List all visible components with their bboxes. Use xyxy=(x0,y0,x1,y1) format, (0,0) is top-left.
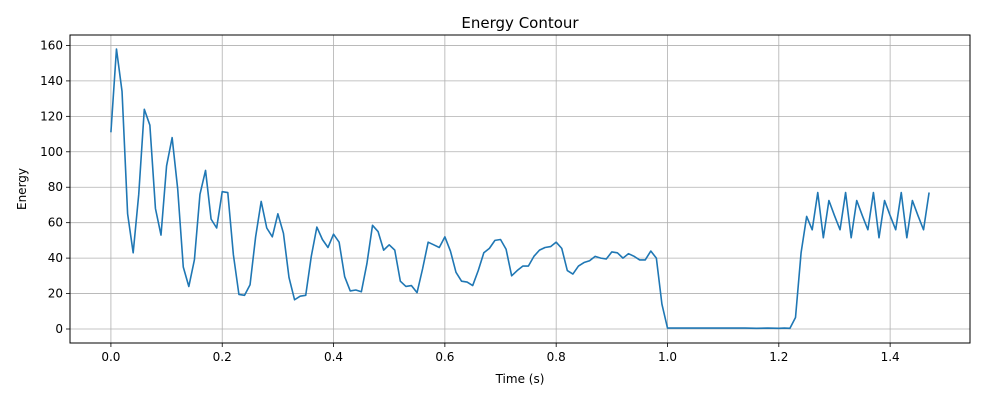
x-tick-label: 0.6 xyxy=(435,350,454,364)
y-tick-label: 40 xyxy=(48,251,63,265)
series-line-0 xyxy=(110,48,930,330)
x-tick-label: 0.4 xyxy=(324,350,343,364)
x-tick-label: 0.0 xyxy=(101,350,120,364)
axes-frame xyxy=(69,34,971,344)
x-tick-label: 1.4 xyxy=(881,350,900,364)
x-axis-ticks: 0.0 0.2 0.4 0.6 0.8 1.0 1.2 1.4 xyxy=(101,343,900,364)
y-tick-label: 160 xyxy=(40,38,63,52)
x-tick-label: 0.2 xyxy=(213,350,232,364)
plot-area xyxy=(110,48,930,330)
y-axis-ticks: 0 20 40 60 80 100 120 140 160 xyxy=(40,38,70,336)
x-axis-label: Time (s) xyxy=(495,372,545,386)
y-tick-label: 100 xyxy=(40,145,63,159)
y-tick-label: 140 xyxy=(40,74,63,88)
x-tick-label: 1.2 xyxy=(769,350,788,364)
y-tick-label: 0 xyxy=(55,322,63,336)
y-tick-label: 80 xyxy=(48,180,63,194)
y-tick-label: 120 xyxy=(40,109,63,123)
y-tick-label: 60 xyxy=(48,216,63,230)
y-tick-label: 20 xyxy=(48,287,63,301)
grid xyxy=(70,35,970,343)
x-tick-label: 0.8 xyxy=(547,350,566,364)
x-tick-label: 1.0 xyxy=(658,350,677,364)
y-axis-label: Energy xyxy=(15,168,29,210)
chart-title: Energy Contour xyxy=(461,14,579,32)
